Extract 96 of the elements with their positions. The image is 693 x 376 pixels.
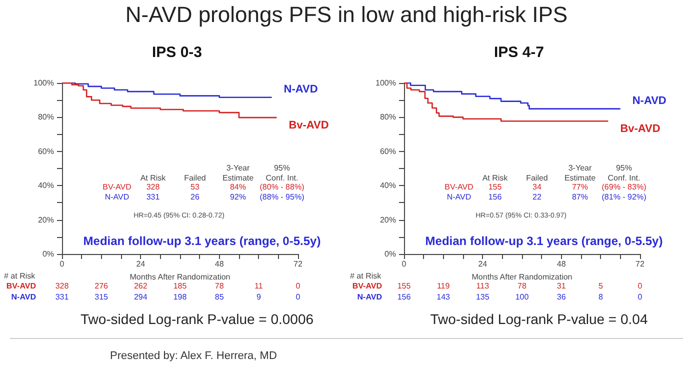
- annotation: 92%: [230, 192, 246, 202]
- y-tick-label: 80%: [380, 112, 396, 122]
- annotation: 26: [190, 192, 200, 202]
- x-tick-label: 0: [60, 260, 65, 268]
- annotation: N-AVD: [446, 192, 472, 202]
- y-tick-label: 100%: [376, 78, 396, 88]
- series-label: N-AVD: [632, 94, 666, 107]
- text: 36: [556, 292, 566, 302]
- y-tick-label: 40%: [38, 181, 54, 190]
- annotation: 328: [146, 182, 160, 192]
- annotation: 95% Conf. Int.: [266, 164, 298, 182]
- text: Two-sided Log-rank P-value = 0.04: [430, 311, 648, 327]
- annotation: BV-AVD: [444, 182, 474, 192]
- text: Presented by: Alex F. Herrera, MD: [110, 350, 277, 362]
- y-tick-label: 100%: [34, 78, 54, 88]
- annotation: 156: [488, 192, 502, 202]
- y-tick-label: 20%: [38, 215, 54, 224]
- chart-title: IPS 4-7: [494, 44, 544, 61]
- annotation: Median follow-up 3.1 years (range, 0-5.5y): [83, 234, 321, 248]
- annotation: (81% - 92%): [602, 192, 647, 202]
- y-tick-label: 80%: [38, 112, 54, 122]
- text: 31: [556, 282, 566, 290]
- text: 119: [436, 282, 450, 290]
- x-tick-label: 72: [294, 260, 303, 268]
- annotation: 22: [532, 192, 542, 202]
- text: 5: [598, 282, 604, 290]
- y-tick-label: 20%: [380, 215, 396, 224]
- annotation: 155: [488, 182, 502, 192]
- text: 11: [254, 282, 264, 290]
- x-axis-title: Months After Randomization: [130, 272, 230, 282]
- x-tick-label: 24: [478, 260, 488, 268]
- annotation: 34: [532, 182, 542, 192]
- series-label: N-AVD: [284, 83, 318, 96]
- text: 0: [638, 292, 643, 302]
- annotation: At Risk: [140, 174, 167, 182]
- text: # at Risk: [4, 272, 36, 280]
- text: 100: [515, 292, 530, 302]
- y-tick-label: 0%: [384, 250, 396, 258]
- x-tick-label: 24: [136, 260, 146, 268]
- text: 185: [173, 282, 188, 290]
- chart-title: IPS 0-3: [152, 44, 202, 61]
- text: 8: [598, 292, 604, 302]
- text: 294: [134, 292, 148, 302]
- text: Two-sided Log-rank P-value = 0.0006: [80, 311, 314, 327]
- x-axis-title: Months After Randomization: [472, 272, 572, 282]
- annotation: Failed: [526, 174, 548, 182]
- text: N-AVD: [357, 292, 382, 302]
- x-tick-label: 0: [402, 260, 407, 268]
- annotation: 3-Year Estimate: [564, 164, 596, 182]
- annotation: 53: [190, 182, 200, 192]
- text: 156: [397, 292, 412, 302]
- y-tick-label: 40%: [380, 181, 396, 190]
- text: 315: [94, 292, 109, 302]
- text: BV-AVD: [352, 282, 382, 290]
- text: 78: [518, 282, 527, 290]
- x-tick-label: 72: [636, 260, 645, 268]
- text: 0: [638, 282, 643, 290]
- annotation: (80% - 88%): [260, 182, 305, 192]
- annotation: N-AVD: [104, 192, 130, 202]
- text: # at Risk: [350, 272, 382, 280]
- text: 262: [134, 282, 148, 290]
- text: 85: [214, 292, 224, 302]
- text: 113: [476, 282, 490, 290]
- text: 276: [94, 282, 109, 290]
- text: 198: [173, 292, 188, 302]
- text: BV-AVD: [6, 282, 36, 290]
- series-label: Bv-AVD: [620, 123, 660, 136]
- annotation: 331: [146, 192, 160, 202]
- text: 0: [296, 292, 301, 302]
- annotation: 87%: [572, 192, 588, 202]
- annotation: 84%: [230, 182, 246, 192]
- annotation: 95% Conf. Int.: [608, 164, 640, 182]
- text: 78: [214, 282, 224, 290]
- text: 0: [296, 282, 301, 290]
- y-tick-label: 60%: [380, 146, 396, 156]
- series-label: Bv-AVD: [288, 120, 329, 132]
- annotation: 77%: [572, 182, 588, 192]
- annotation: (88% - 95%): [260, 192, 305, 202]
- x-tick-label: 48: [214, 260, 224, 268]
- annotation: At Risk: [482, 174, 509, 182]
- text: 9: [256, 292, 262, 302]
- text: N-AVD: [11, 292, 36, 302]
- text: 135: [476, 292, 490, 302]
- annotation: 3-Year Estimate: [222, 164, 254, 182]
- text: 331: [55, 292, 70, 302]
- text: 143: [436, 292, 451, 302]
- annotation: (69% - 83%): [602, 182, 647, 192]
- text: 155: [397, 282, 412, 290]
- text: N-AVD prolongs PFS in low and high-risk IPS: [124, 2, 569, 28]
- x-tick-label: 48: [556, 260, 566, 268]
- text: 328: [55, 282, 70, 290]
- annotation: Median follow-up 3.1 years (range, 0-5.5y): [425, 234, 663, 248]
- y-tick-label: 60%: [38, 146, 54, 156]
- y-tick-label: 0%: [42, 250, 54, 258]
- annotation: BV-AVD: [102, 182, 132, 192]
- annotation: Failed: [184, 174, 206, 182]
